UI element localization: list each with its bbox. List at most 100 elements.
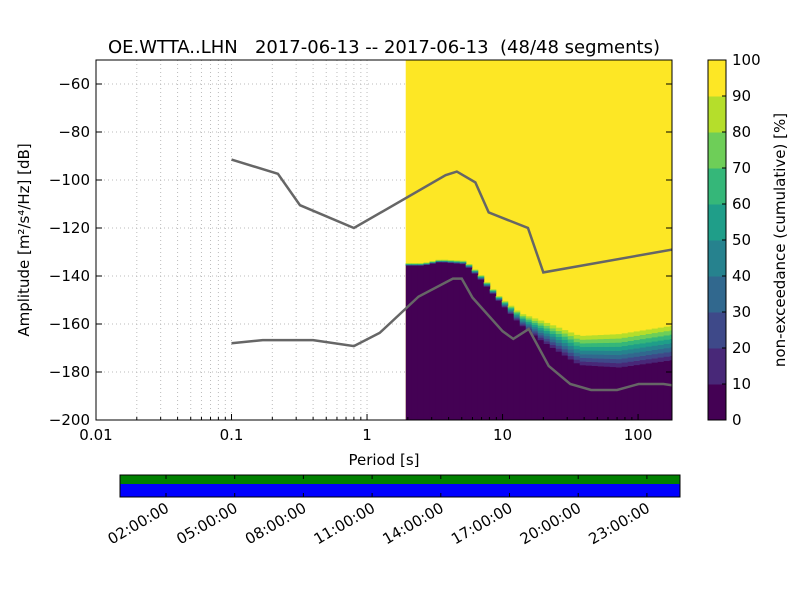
heatmap-cell [615, 342, 623, 347]
heatmap-cell [501, 302, 509, 304]
heatmap-cell [513, 311, 521, 314]
y-tick-label: −180 [49, 363, 90, 381]
heatmap-cell [555, 327, 563, 331]
heatmap-cell [465, 266, 473, 267]
heatmap-cell [597, 354, 605, 359]
heatmap-cell [663, 335, 671, 340]
heatmap-cell [663, 330, 671, 336]
heatmap-cell [585, 365, 593, 420]
heatmap-cell [567, 342, 575, 347]
heatmap-cell [543, 325, 551, 329]
noise-model-nlnm [231, 277, 672, 392]
heatmap-cell [507, 306, 515, 309]
heatmap-cell [615, 363, 623, 368]
heatmap-cell [525, 316, 533, 319]
timeline-tick-label: 14:00:00 [379, 499, 446, 548]
heatmap-cell [603, 350, 611, 355]
x-tick-label: 0.1 [220, 426, 244, 444]
coverage-bar [120, 475, 680, 484]
heatmap-cell [501, 304, 509, 306]
x-tick-label: 100 [624, 426, 653, 444]
heatmap-cell [477, 275, 485, 277]
heatmap-cell [501, 305, 509, 307]
colorbar-tick-label: 10 [732, 375, 751, 393]
heatmap-cell [645, 354, 653, 360]
heatmap-cell [525, 330, 533, 420]
heatmap-cell [597, 362, 605, 367]
heatmap-cell [609, 350, 617, 355]
heatmap-cell [591, 354, 599, 359]
heatmap-cell [597, 346, 605, 351]
heatmap-cell [501, 300, 509, 302]
heatmap-cell [453, 263, 461, 420]
heatmap-cell [561, 333, 569, 337]
heatmap-cell [471, 272, 479, 274]
heatmap-cell [531, 318, 539, 321]
heatmap-cell [627, 353, 635, 358]
heatmap-cell [627, 357, 635, 362]
heatmap-cell [669, 338, 672, 344]
heatmap-cell [549, 342, 557, 346]
y-tick-label: −80 [58, 123, 90, 141]
heatmap-cell [477, 278, 485, 280]
heatmap-cell [657, 344, 665, 350]
heatmap-cell [435, 261, 443, 420]
heatmap-cell [657, 348, 665, 354]
heatmap-cell [603, 338, 611, 343]
heatmap-cell [621, 366, 629, 420]
heatmap-cell [513, 316, 521, 319]
heatmap-cell [405, 263, 413, 264]
heatmap-cell [633, 335, 641, 341]
heatmap-cell [477, 279, 485, 420]
heatmap-cell [597, 358, 605, 363]
heatmap-cell [579, 361, 587, 366]
heatmap-cell [651, 353, 659, 359]
heatmap-cell [477, 278, 485, 280]
heatmap-cell [657, 357, 665, 362]
heatmap-cell [573, 338, 581, 343]
heatmap-cell [627, 340, 635, 346]
heatmap-cell [465, 264, 473, 265]
heatmap-cell [507, 311, 515, 313]
heatmap-cell [465, 267, 473, 268]
colorbar-tick-label: 30 [732, 303, 751, 321]
heatmap-cell [435, 259, 443, 261]
heatmap-cell [513, 317, 521, 320]
heatmap-cell [663, 347, 671, 353]
heatmap-cell [669, 351, 672, 357]
heatmap-cell [651, 341, 659, 346]
heatmap-cell [603, 362, 611, 367]
heatmap-cell [639, 355, 647, 361]
heatmap-cell [627, 349, 635, 354]
heatmap-cell [477, 275, 485, 276]
heatmap-cell [573, 345, 581, 350]
heatmap-cell [543, 330, 551, 334]
heatmap-cell [423, 264, 431, 420]
heatmap-cell [561, 348, 569, 353]
heatmap-cell [591, 342, 599, 347]
heatmap-cell [627, 365, 635, 420]
heatmap-cell [537, 337, 545, 341]
heatmap-cell [621, 354, 629, 359]
colorbar-segment [708, 276, 726, 313]
heatmap-cell [465, 267, 473, 420]
heatmap-cell [405, 265, 413, 420]
heatmap-cell [591, 346, 599, 351]
heatmap-cell [483, 285, 491, 287]
colorbar-label: non-exceedance (cumulative) [%] [771, 113, 789, 367]
heatmap-cell [501, 307, 509, 420]
heatmap-cell [489, 292, 497, 294]
heatmap-cell [471, 272, 479, 274]
heatmap-cell [495, 298, 503, 300]
heatmap-cell [525, 319, 533, 322]
colorbar-tick-label: 90 [732, 87, 751, 105]
heatmap-cell [537, 322, 545, 326]
heatmap-cell [477, 277, 485, 279]
heatmap-cell [537, 335, 545, 338]
heatmap-cell [555, 336, 563, 340]
heatmap-cell [507, 313, 515, 420]
colorbar-tick-label: 20 [732, 339, 751, 357]
heatmap-cell [531, 328, 539, 332]
heatmap-cell [621, 345, 629, 351]
heatmap-cell [591, 339, 599, 344]
